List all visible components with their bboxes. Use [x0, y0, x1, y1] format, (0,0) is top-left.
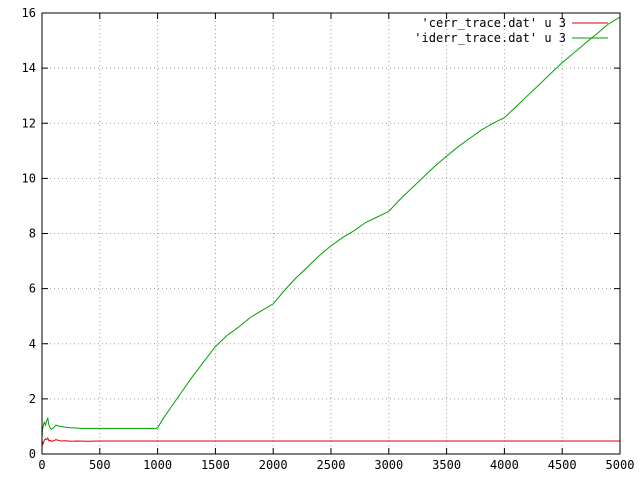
series-line-0 [41, 436, 620, 448]
x-tick-label: 1500 [201, 458, 230, 472]
series-lines [41, 16, 621, 448]
y-tick-label: 6 [29, 282, 36, 296]
x-tick-label: 3000 [374, 458, 403, 472]
x-tick-label: 0 [38, 458, 45, 472]
y-tick-label: 4 [29, 337, 36, 351]
axis-ticks: 0 500 1000 1500 2000 2500 3000 3500 4000 4500 5000… [22, 6, 635, 472]
x-tick-label: 2000 [259, 458, 288, 472]
x-tick-label: 5000 [606, 458, 635, 472]
y-tick-label: 2 [29, 392, 36, 406]
y-tick-label: 8 [29, 227, 36, 241]
y-tick-label: 12 [22, 116, 36, 130]
x-tick-label: 4500 [548, 458, 577, 472]
y-tick-label: 0 [29, 447, 36, 461]
y-tick-label: 16 [22, 6, 36, 20]
y-tick-label: 14 [22, 61, 36, 75]
x-tick-label: 3500 [432, 458, 461, 472]
legend: 'cerr_trace.dat' u 3 'iderr_trace.dat' u… [414, 16, 608, 45]
x-tick-label: 2500 [317, 458, 346, 472]
x-tick-label: 500 [89, 458, 111, 472]
series-line-1 [41, 16, 621, 438]
x-tick-label: 1000 [143, 458, 172, 472]
grid [42, 13, 620, 454]
x-tick-label: 4000 [490, 458, 519, 472]
y-tick-label: 10 [22, 171, 36, 185]
legend-label-iderr: 'iderr_trace.dat' u 3 [414, 31, 566, 45]
legend-label-cerr: 'cerr_trace.dat' u 3 [422, 16, 567, 30]
